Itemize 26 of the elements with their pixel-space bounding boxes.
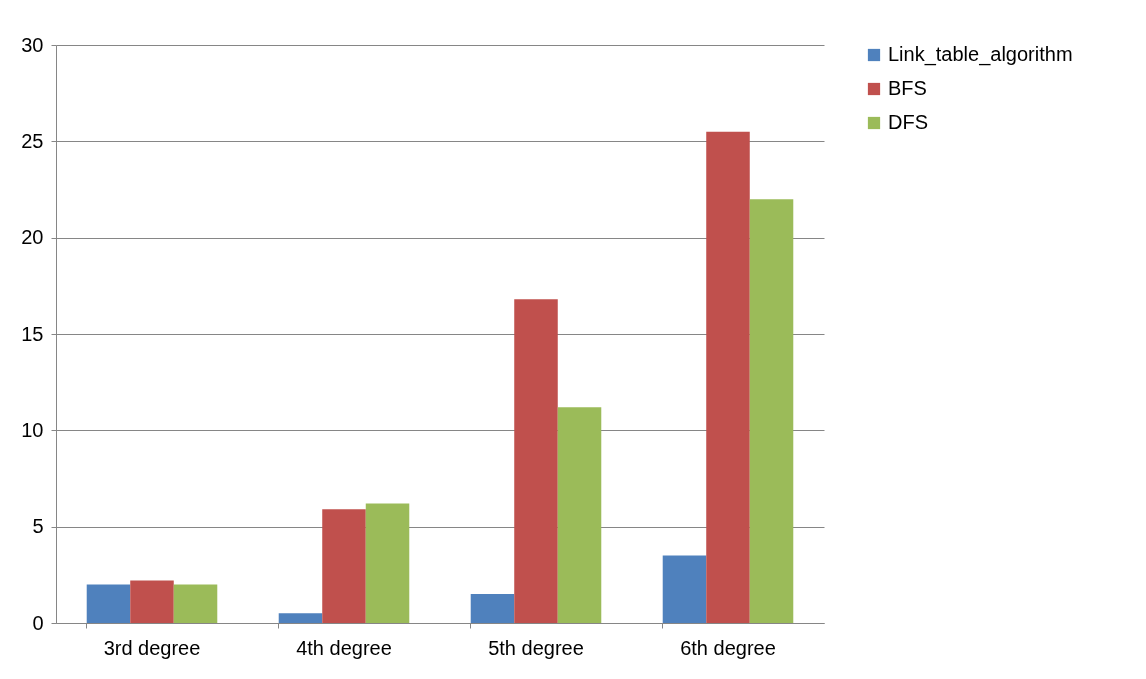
y-tick-label: 15 xyxy=(21,322,44,345)
y-tick-label: 10 xyxy=(21,418,44,441)
x-tick-label: 6th degree xyxy=(680,636,776,659)
y-tick-label: 5 xyxy=(32,515,44,538)
y-tick-label: 0 xyxy=(32,611,44,634)
legend-label: DFS xyxy=(888,111,928,133)
bar xyxy=(322,509,366,623)
legend-label: BFS xyxy=(888,77,927,99)
bar xyxy=(86,584,131,623)
x-tick-label: 4th degree xyxy=(296,636,392,659)
bar xyxy=(365,503,410,623)
x-tick-label: 5th degree xyxy=(488,636,584,659)
bar xyxy=(662,555,707,623)
bar xyxy=(706,131,750,623)
bar xyxy=(749,199,794,623)
bar xyxy=(557,407,602,623)
bar xyxy=(470,594,515,623)
bar xyxy=(514,299,558,623)
legend-label: Link_table_algorithm xyxy=(888,43,1073,66)
y-tick-label: 30 xyxy=(21,33,44,56)
x-tick-label: 3rd degree xyxy=(103,636,201,659)
y-tick-label: 25 xyxy=(21,129,44,152)
bar xyxy=(130,580,174,623)
bar xyxy=(278,613,323,623)
bar xyxy=(173,584,218,623)
y-tick-label: 20 xyxy=(21,226,44,249)
